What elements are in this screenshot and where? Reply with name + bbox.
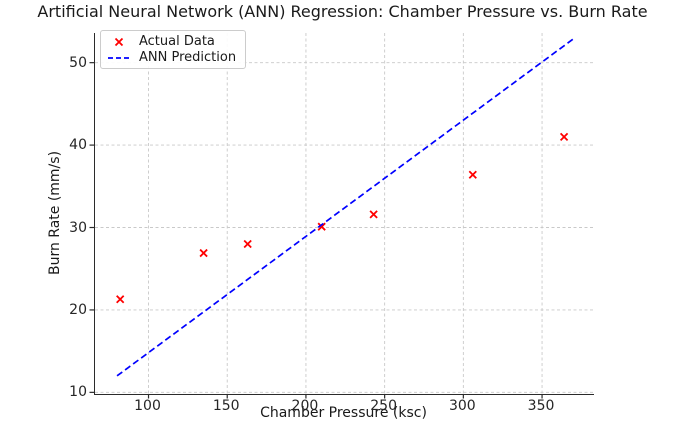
legend-item-ann-prediction: ANN Prediction: [106, 50, 236, 65]
data-point-marker: [369, 210, 378, 219]
data-point-marker: [116, 295, 125, 304]
data-point-marker: [243, 239, 252, 249]
x-tick-label: 250: [370, 398, 397, 414]
plot-area: Actual Data ANN Prediction: [89, 30, 594, 399]
data-point-marker: [199, 248, 208, 258]
plot-canvas: [89, 33, 594, 399]
y-tick-label: 20: [69, 301, 87, 318]
x-tick-label: 300: [448, 398, 476, 414]
y-tick-label: 50: [69, 54, 87, 71]
prediction-line: [116, 38, 575, 377]
data-point-marker: [468, 170, 477, 179]
data-point-marker: [559, 132, 569, 141]
legend-label-actual: Actual Data: [139, 34, 215, 49]
y-tick-label: 40: [69, 137, 87, 154]
x-tick-label: 350: [527, 398, 555, 414]
legend-label-prediction: ANN Prediction: [139, 50, 237, 65]
data-point-marker: [317, 222, 326, 231]
x-axis-label: Chamber Pressure (ksc): [260, 405, 427, 421]
dashed-line-icon: [108, 56, 130, 59]
y-tick-label: 10: [69, 384, 87, 401]
y-tick-label: 30: [69, 219, 87, 236]
x-tick-label: 150: [212, 398, 240, 414]
legend: Actual Data ANN Prediction: [100, 30, 247, 69]
legend-item-actual-data: Actual Data: [106, 34, 236, 49]
x-marker-icon: [114, 37, 124, 46]
x-tick-label: 100: [134, 398, 161, 414]
x-tick-label: 200: [291, 398, 319, 414]
y-axis-label: Burn Rate (mm/s): [47, 150, 63, 276]
chart-title: Artificial Neural Network (ANN) Regressi…: [37, 2, 648, 21]
